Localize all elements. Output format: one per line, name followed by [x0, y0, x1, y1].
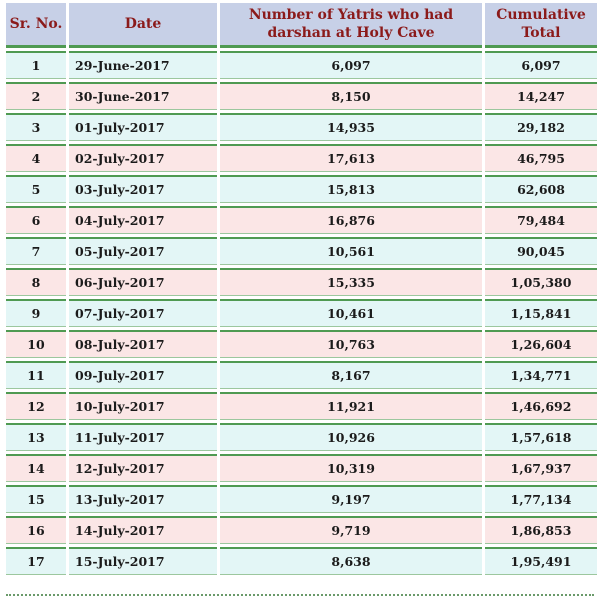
yatris-count-cell: 8,638: [220, 547, 482, 575]
sr-no-cell: 14: [6, 454, 66, 482]
date-cell: 06-July-2017: [69, 268, 217, 296]
date-cell: 14-July-2017: [69, 516, 217, 544]
cumulative-total-cell: 1,67,937: [485, 454, 597, 482]
cumulative-total-cell: 1,34,771: [485, 361, 597, 389]
date-cell: 07-July-2017: [69, 299, 217, 327]
yatris-count-cell: 10,461: [220, 299, 482, 327]
yatris-count-cell: 10,319: [220, 454, 482, 482]
table-row: 5 03-July-2017 15,813 62,608: [6, 175, 597, 203]
table-row: 6 04-July-2017 16,876 79,484: [6, 206, 597, 234]
sr-no-cell: 5: [6, 175, 66, 203]
sr-no-cell: 6: [6, 206, 66, 234]
header-sr-no: Sr. No.: [6, 3, 66, 48]
table-row: 7 05-July-2017 10,561 90,045: [6, 237, 597, 265]
date-cell: 05-July-2017: [69, 237, 217, 265]
table-row: 13 11-July-2017 10,926 1,57,618: [6, 423, 597, 451]
bottom-dotted-rule: [6, 594, 594, 596]
yatris-count-cell: 11,921: [220, 392, 482, 420]
yatris-count-cell: 10,561: [220, 237, 482, 265]
yatris-count-cell: 15,813: [220, 175, 482, 203]
sr-no-cell: 8: [6, 268, 66, 296]
sr-no-cell: 15: [6, 485, 66, 513]
header-cumulative-label: Cumulative Total: [496, 7, 586, 41]
cumulative-total-cell: 1,26,604: [485, 330, 597, 358]
table-row: 10 08-July-2017 10,763 1,26,604: [6, 330, 597, 358]
sr-no-cell: 16: [6, 516, 66, 544]
date-cell: 09-July-2017: [69, 361, 217, 389]
header-yatris: Number of Yatris who had darshan at Holy…: [220, 3, 482, 48]
date-cell: 15-July-2017: [69, 547, 217, 575]
sr-no-cell: 2: [6, 82, 66, 110]
sr-no-cell: 10: [6, 330, 66, 358]
yatris-count-cell: 10,926: [220, 423, 482, 451]
cumulative-total-cell: 79,484: [485, 206, 597, 234]
cumulative-total-cell: 1,86,853: [485, 516, 597, 544]
header-date-label: Date: [124, 16, 162, 32]
cumulative-total-cell: 46,795: [485, 144, 597, 172]
yatris-count-cell: 9,719: [220, 516, 482, 544]
cumulative-total-cell: 90,045: [485, 237, 597, 265]
cumulative-total-cell: 1,46,692: [485, 392, 597, 420]
date-cell: 13-July-2017: [69, 485, 217, 513]
header-cumulative: Cumulative Total: [485, 3, 597, 48]
cumulative-total-cell: 1,15,841: [485, 299, 597, 327]
cumulative-total-cell: 1,95,491: [485, 547, 597, 575]
date-cell: 10-July-2017: [69, 392, 217, 420]
yatris-count-cell: 14,935: [220, 113, 482, 141]
yatri-darshan-table: Sr. No. Date Number of Yatris who had da…: [3, 0, 600, 578]
date-cell: 08-July-2017: [69, 330, 217, 358]
yatris-count-cell: 10,763: [220, 330, 482, 358]
table-row: 9 07-July-2017 10,461 1,15,841: [6, 299, 597, 327]
cumulative-total-cell: 29,182: [485, 113, 597, 141]
date-cell: 29-June-2017: [69, 51, 217, 79]
table-row: 17 15-July-2017 8,638 1,95,491: [6, 547, 597, 575]
date-cell: 30-June-2017: [69, 82, 217, 110]
sr-no-cell: 13: [6, 423, 66, 451]
yatris-count-cell: 17,613: [220, 144, 482, 172]
cumulative-total-cell: 1,57,618: [485, 423, 597, 451]
yatris-count-cell: 8,167: [220, 361, 482, 389]
sr-no-cell: 4: [6, 144, 66, 172]
sr-no-cell: 11: [6, 361, 66, 389]
sr-no-cell: 9: [6, 299, 66, 327]
cumulative-total-cell: 14,247: [485, 82, 597, 110]
cumulative-total-cell: 62,608: [485, 175, 597, 203]
sr-no-cell: 1: [6, 51, 66, 79]
table-row: 14 12-July-2017 10,319 1,67,937: [6, 454, 597, 482]
cumulative-total-cell: 6,097: [485, 51, 597, 79]
yatris-count-cell: 15,335: [220, 268, 482, 296]
date-cell: 11-July-2017: [69, 423, 217, 451]
date-cell: 12-July-2017: [69, 454, 217, 482]
header-date: Date: [69, 3, 217, 48]
table-row: 12 10-July-2017 11,921 1,46,692: [6, 392, 597, 420]
yatris-count-cell: 8,150: [220, 82, 482, 110]
yatris-count-cell: 6,097: [220, 51, 482, 79]
sr-no-cell: 17: [6, 547, 66, 575]
header-yatris-label: Number of Yatris who had darshan at Holy…: [248, 7, 454, 41]
date-cell: 01-July-2017: [69, 113, 217, 141]
sr-no-cell: 12: [6, 392, 66, 420]
date-cell: 04-July-2017: [69, 206, 217, 234]
sr-no-cell: 3: [6, 113, 66, 141]
table-row: 1 29-June-2017 6,097 6,097: [6, 51, 597, 79]
sr-no-cell: 7: [6, 237, 66, 265]
yatris-count-cell: 16,876: [220, 206, 482, 234]
table-row: 11 09-July-2017 8,167 1,34,771: [6, 361, 597, 389]
table-body: 1 29-June-2017 6,097 6,097 2 30-June-2017 8,15…: [6, 51, 597, 575]
cumulative-total-cell: 1,05,380: [485, 268, 597, 296]
table-header-row: Sr. No. Date Number of Yatris who had da…: [6, 3, 597, 48]
table-row: 15 13-July-2017 9,197 1,77,134: [6, 485, 597, 513]
cumulative-total-cell: 1,77,134: [485, 485, 597, 513]
table-row: 16 14-July-2017 9,719 1,86,853: [6, 516, 597, 544]
table-row: 2 30-June-2017 8,150 14,247: [6, 82, 597, 110]
table-row: 4 02-July-2017 17,613 46,795: [6, 144, 597, 172]
yatris-count-cell: 9,197: [220, 485, 482, 513]
header-sr-no-label: Sr. No.: [9, 16, 63, 32]
table-row: 3 01-July-2017 14,935 29,182: [6, 113, 597, 141]
table-row: 8 06-July-2017 15,335 1,05,380: [6, 268, 597, 296]
date-cell: 03-July-2017: [69, 175, 217, 203]
date-cell: 02-July-2017: [69, 144, 217, 172]
